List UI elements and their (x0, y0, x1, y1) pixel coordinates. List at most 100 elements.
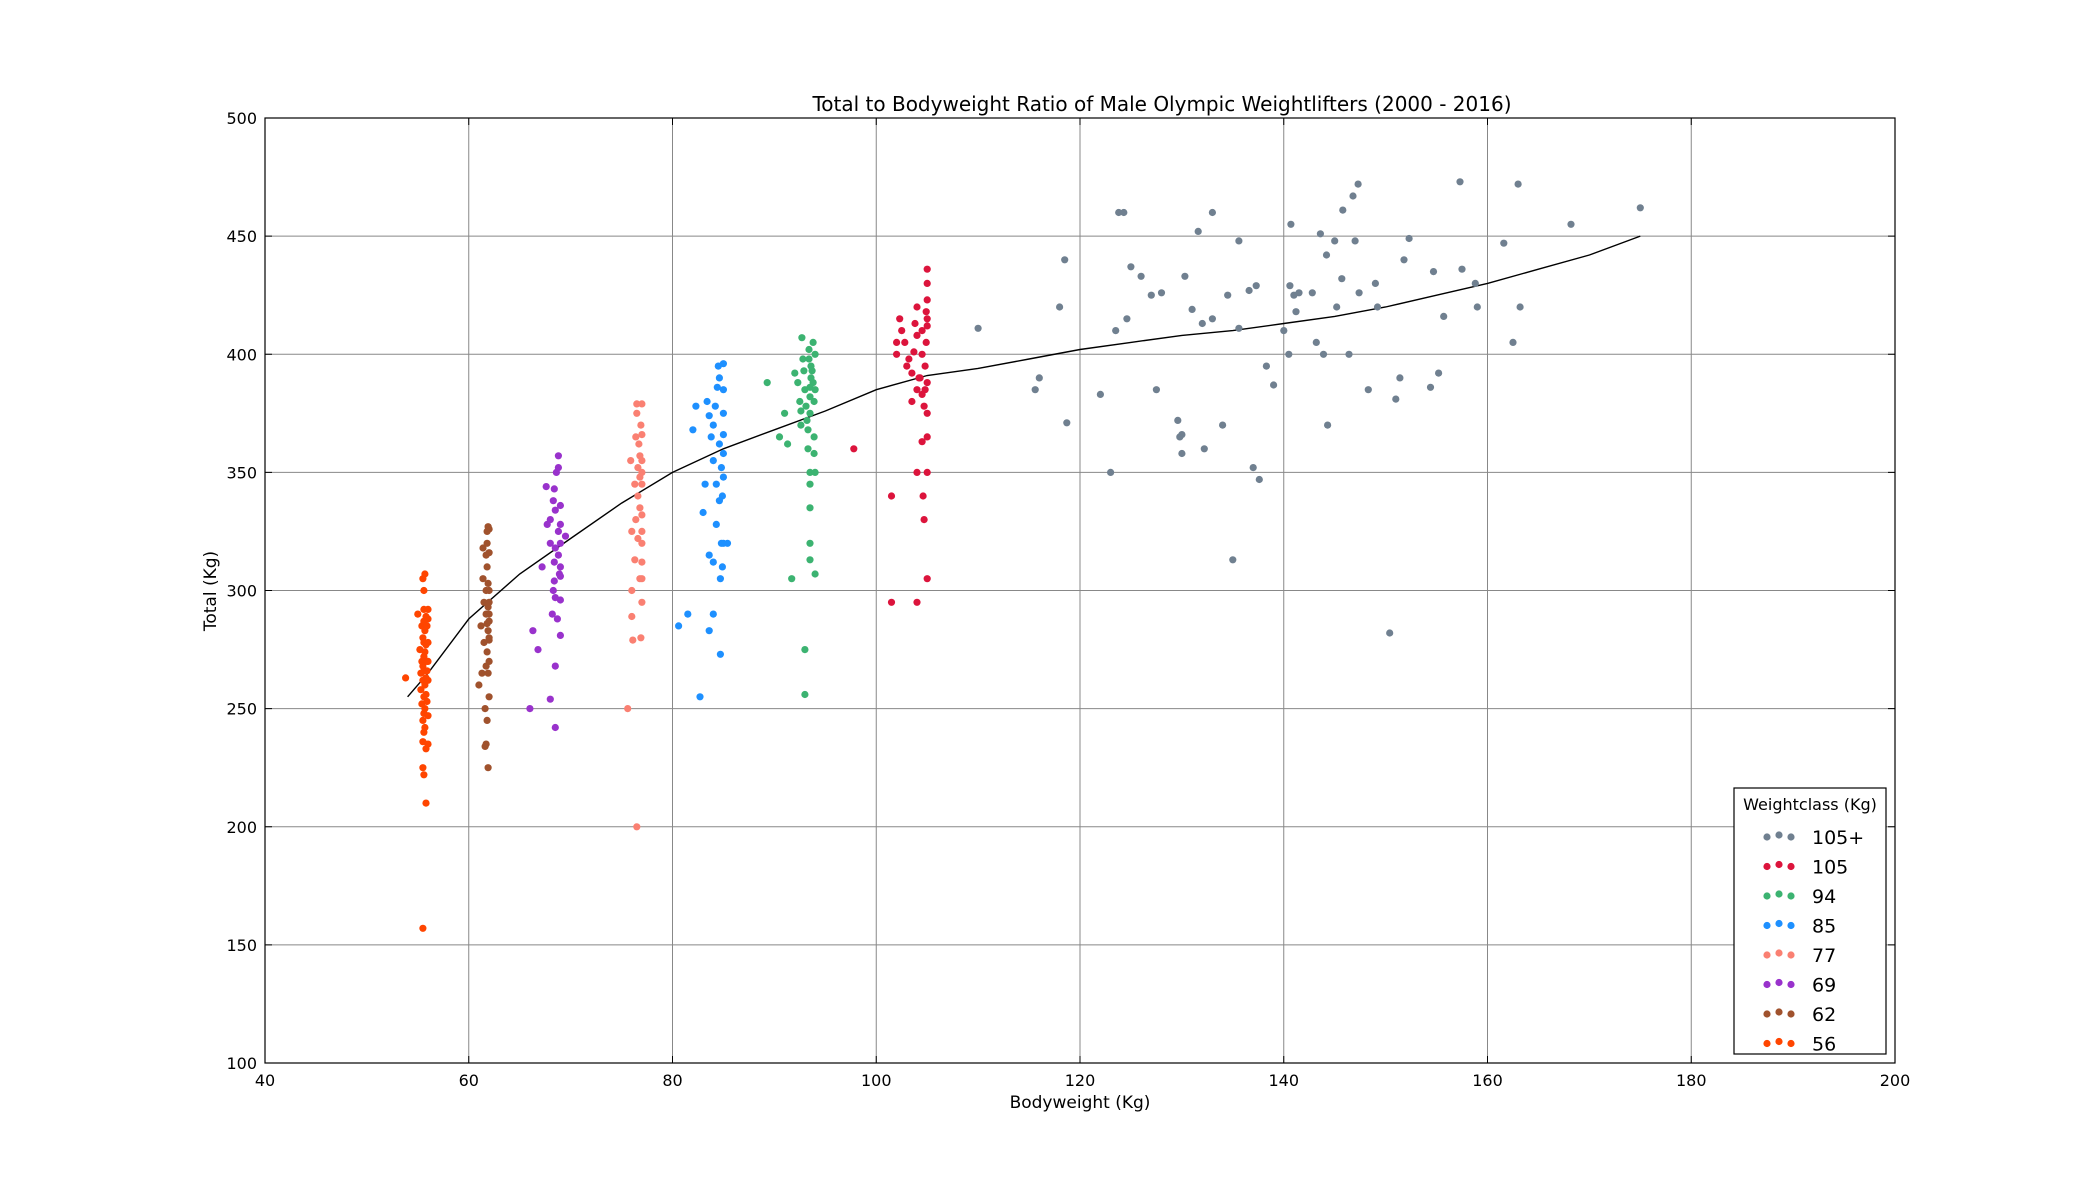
series-105 (850, 265, 931, 606)
data-point (1208, 208, 1216, 217)
legend-marker (1787, 833, 1795, 841)
data-point (806, 556, 814, 564)
legend-marker (1787, 862, 1795, 871)
data-point (913, 598, 921, 606)
data-point (709, 421, 717, 429)
legend-marker (1775, 919, 1783, 928)
data-point (809, 379, 817, 387)
data-point (417, 686, 425, 694)
data-point (715, 440, 724, 448)
data-point (801, 646, 809, 654)
data-point (1262, 362, 1270, 370)
data-point (887, 598, 896, 606)
legend-marker (1787, 921, 1795, 930)
data-point (556, 539, 565, 547)
data-point (556, 631, 565, 640)
data-point (1112, 327, 1120, 335)
data-point (705, 551, 713, 559)
data-point (628, 527, 636, 536)
data-point (638, 539, 646, 547)
data-point (923, 322, 931, 330)
chart-title: Total to Bodyweight Ratio of Male Olympi… (811, 92, 1511, 116)
data-point (549, 586, 557, 595)
data-point (628, 612, 636, 621)
data-point (709, 457, 717, 465)
y-tick-label: 300 (226, 582, 257, 601)
legend-marker (1763, 833, 1771, 841)
x-tick-label: 100 (861, 1071, 892, 1090)
data-point (1224, 291, 1232, 299)
legend-marker (1763, 980, 1771, 989)
data-point (534, 646, 542, 654)
data-point (632, 516, 640, 524)
data-point (634, 534, 642, 543)
data-point (1500, 239, 1508, 247)
data-point (421, 705, 429, 713)
data-point (1426, 383, 1435, 391)
data-point (637, 634, 645, 642)
data-point (485, 693, 493, 701)
data-point (913, 386, 921, 394)
legend-label: 77 (1812, 945, 1836, 967)
data-point (1295, 289, 1303, 297)
data-point (550, 577, 558, 585)
data-point (631, 480, 639, 488)
trend-line (407, 235, 1641, 698)
data-point (483, 563, 491, 571)
data-point (551, 723, 559, 732)
data-point (1063, 419, 1071, 427)
data-point (1509, 338, 1517, 346)
data-point (701, 480, 709, 488)
data-point (485, 598, 493, 606)
data-point (893, 338, 901, 346)
data-point (705, 412, 713, 420)
data-point (1351, 237, 1359, 245)
data-point (637, 421, 645, 429)
data-point (638, 457, 646, 465)
data-point (1096, 390, 1104, 398)
series-105-plus (974, 178, 1644, 637)
legend-marker (1775, 890, 1783, 898)
data-point (1386, 629, 1394, 637)
data-point (1345, 350, 1353, 358)
data-point (923, 379, 931, 387)
legend-marker (1775, 978, 1783, 987)
data-point (801, 690, 809, 699)
data-point (696, 693, 704, 701)
data-point (1338, 275, 1346, 283)
data-point (788, 575, 796, 583)
data-point (421, 570, 429, 578)
data-point (1194, 227, 1202, 235)
data-point (703, 397, 711, 406)
data-point (421, 648, 429, 656)
data-point (802, 402, 810, 410)
data-point (485, 617, 493, 625)
data-point (628, 586, 636, 595)
legend-marker (1787, 1039, 1795, 1048)
data-point (974, 324, 982, 332)
data-point (551, 506, 559, 514)
data-point (1364, 386, 1372, 394)
data-point (1286, 282, 1294, 290)
data-point (554, 464, 563, 472)
x-tick-label: 160 (1472, 1071, 1503, 1090)
data-point (477, 622, 485, 630)
legend-label: 85 (1812, 916, 1836, 938)
data-point (922, 308, 930, 316)
data-point (554, 527, 563, 536)
data-point (919, 492, 927, 500)
data-point (551, 544, 559, 552)
data-point (1270, 381, 1278, 389)
data-point (419, 716, 427, 725)
data-point (1354, 180, 1362, 188)
data-point (798, 334, 806, 342)
data-point (923, 279, 931, 287)
data-point (1471, 279, 1479, 287)
data-point (810, 397, 818, 406)
data-point (923, 265, 931, 273)
data-point (556, 520, 565, 529)
data-point (638, 480, 646, 488)
x-tick-label: 140 (1268, 1071, 1299, 1090)
data-point (717, 464, 726, 472)
legend-title: Weightclass (Kg) (1743, 795, 1877, 814)
